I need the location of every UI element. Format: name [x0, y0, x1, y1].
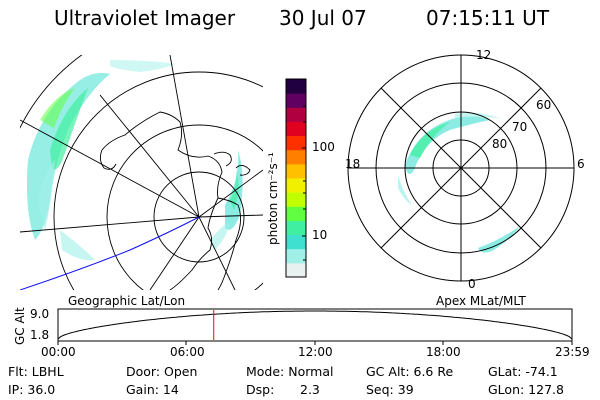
time-tick-2359: 23:59: [555, 345, 590, 359]
mlat-label-70: 70: [512, 120, 528, 134]
colorbar-band: [286, 178, 306, 193]
colorbar-band: [286, 135, 306, 151]
door-readout: Door: Open: [126, 364, 198, 379]
time-label: 07:15:11 UT: [426, 6, 550, 30]
magnetic-grid: [347, 54, 575, 282]
gc-alt-readout: GC Alt: 6.6 Re: [366, 364, 454, 379]
sequence-readout: Seq: 39: [366, 382, 414, 397]
mlt-label-18: 18: [345, 157, 361, 171]
colorbar-tick-10: 10: [312, 228, 328, 242]
dsp-label: Dsp:: [246, 382, 275, 397]
right-panel-label: Apex MLat/MLT: [436, 294, 526, 308]
colorbar-band: [286, 206, 306, 221]
coastline: [99, 111, 251, 290]
time-tick-1800: 18:00: [426, 345, 461, 359]
altitude-axis-label: GC Alt: [13, 307, 27, 345]
colorbar-band: [286, 220, 306, 236]
time-tick-0000: 00:00: [41, 345, 76, 359]
mlat-label-80: 80: [492, 137, 508, 151]
colorbar-band: [286, 234, 306, 250]
ip-readout: IP: 36.0: [8, 382, 56, 397]
colorbar-band: [286, 107, 306, 122]
filter-readout: Flt: LBHL: [8, 364, 64, 379]
colorbar: [285, 78, 307, 278]
gain-readout: Gain: 14: [126, 382, 179, 397]
dsp-value: 2.3: [300, 382, 320, 397]
mlt-label-12: 12: [476, 48, 492, 62]
mlt-label-0: 0: [468, 277, 476, 291]
colorbar-band: [286, 192, 306, 207]
mode-readout: Mode: Normal: [246, 364, 334, 379]
colorbar-band: [286, 93, 306, 108]
colorbar-band: [286, 121, 306, 137]
graticule: [20, 55, 263, 290]
colorbar-band: [286, 163, 306, 179]
colorbar-tick-100: 100: [312, 140, 335, 154]
colorbar-band: [286, 262, 306, 278]
mlt-label-6: 6: [577, 157, 585, 171]
colorbar-band: [286, 248, 306, 264]
altitude-ymin: 1.8: [30, 328, 50, 342]
geographic-map: [20, 55, 263, 290]
glon-readout: GLon: 127.8: [488, 382, 564, 397]
colorbar-unit-label: photon cm⁻²s⁻¹: [266, 152, 280, 245]
aurora-emission-left: [26, 60, 243, 261]
date-label: 30 Jul 07: [279, 6, 367, 30]
glat-readout: GLat: -74.1: [488, 364, 558, 379]
time-tick-0600: 06:00: [170, 345, 205, 359]
left-panel-label: Geographic Lat/Lon: [68, 294, 186, 308]
altitude-plot: [57, 308, 573, 345]
colorbar-band: [286, 149, 306, 165]
altitude-ymax: 9.0: [30, 307, 50, 321]
instrument-title: Ultraviolet Imager: [54, 6, 236, 30]
terminator-line: [20, 216, 200, 290]
time-tick-1200: 12:00: [298, 345, 333, 359]
mlat-label-60: 60: [536, 98, 552, 112]
colorbar-band: [286, 79, 306, 94]
